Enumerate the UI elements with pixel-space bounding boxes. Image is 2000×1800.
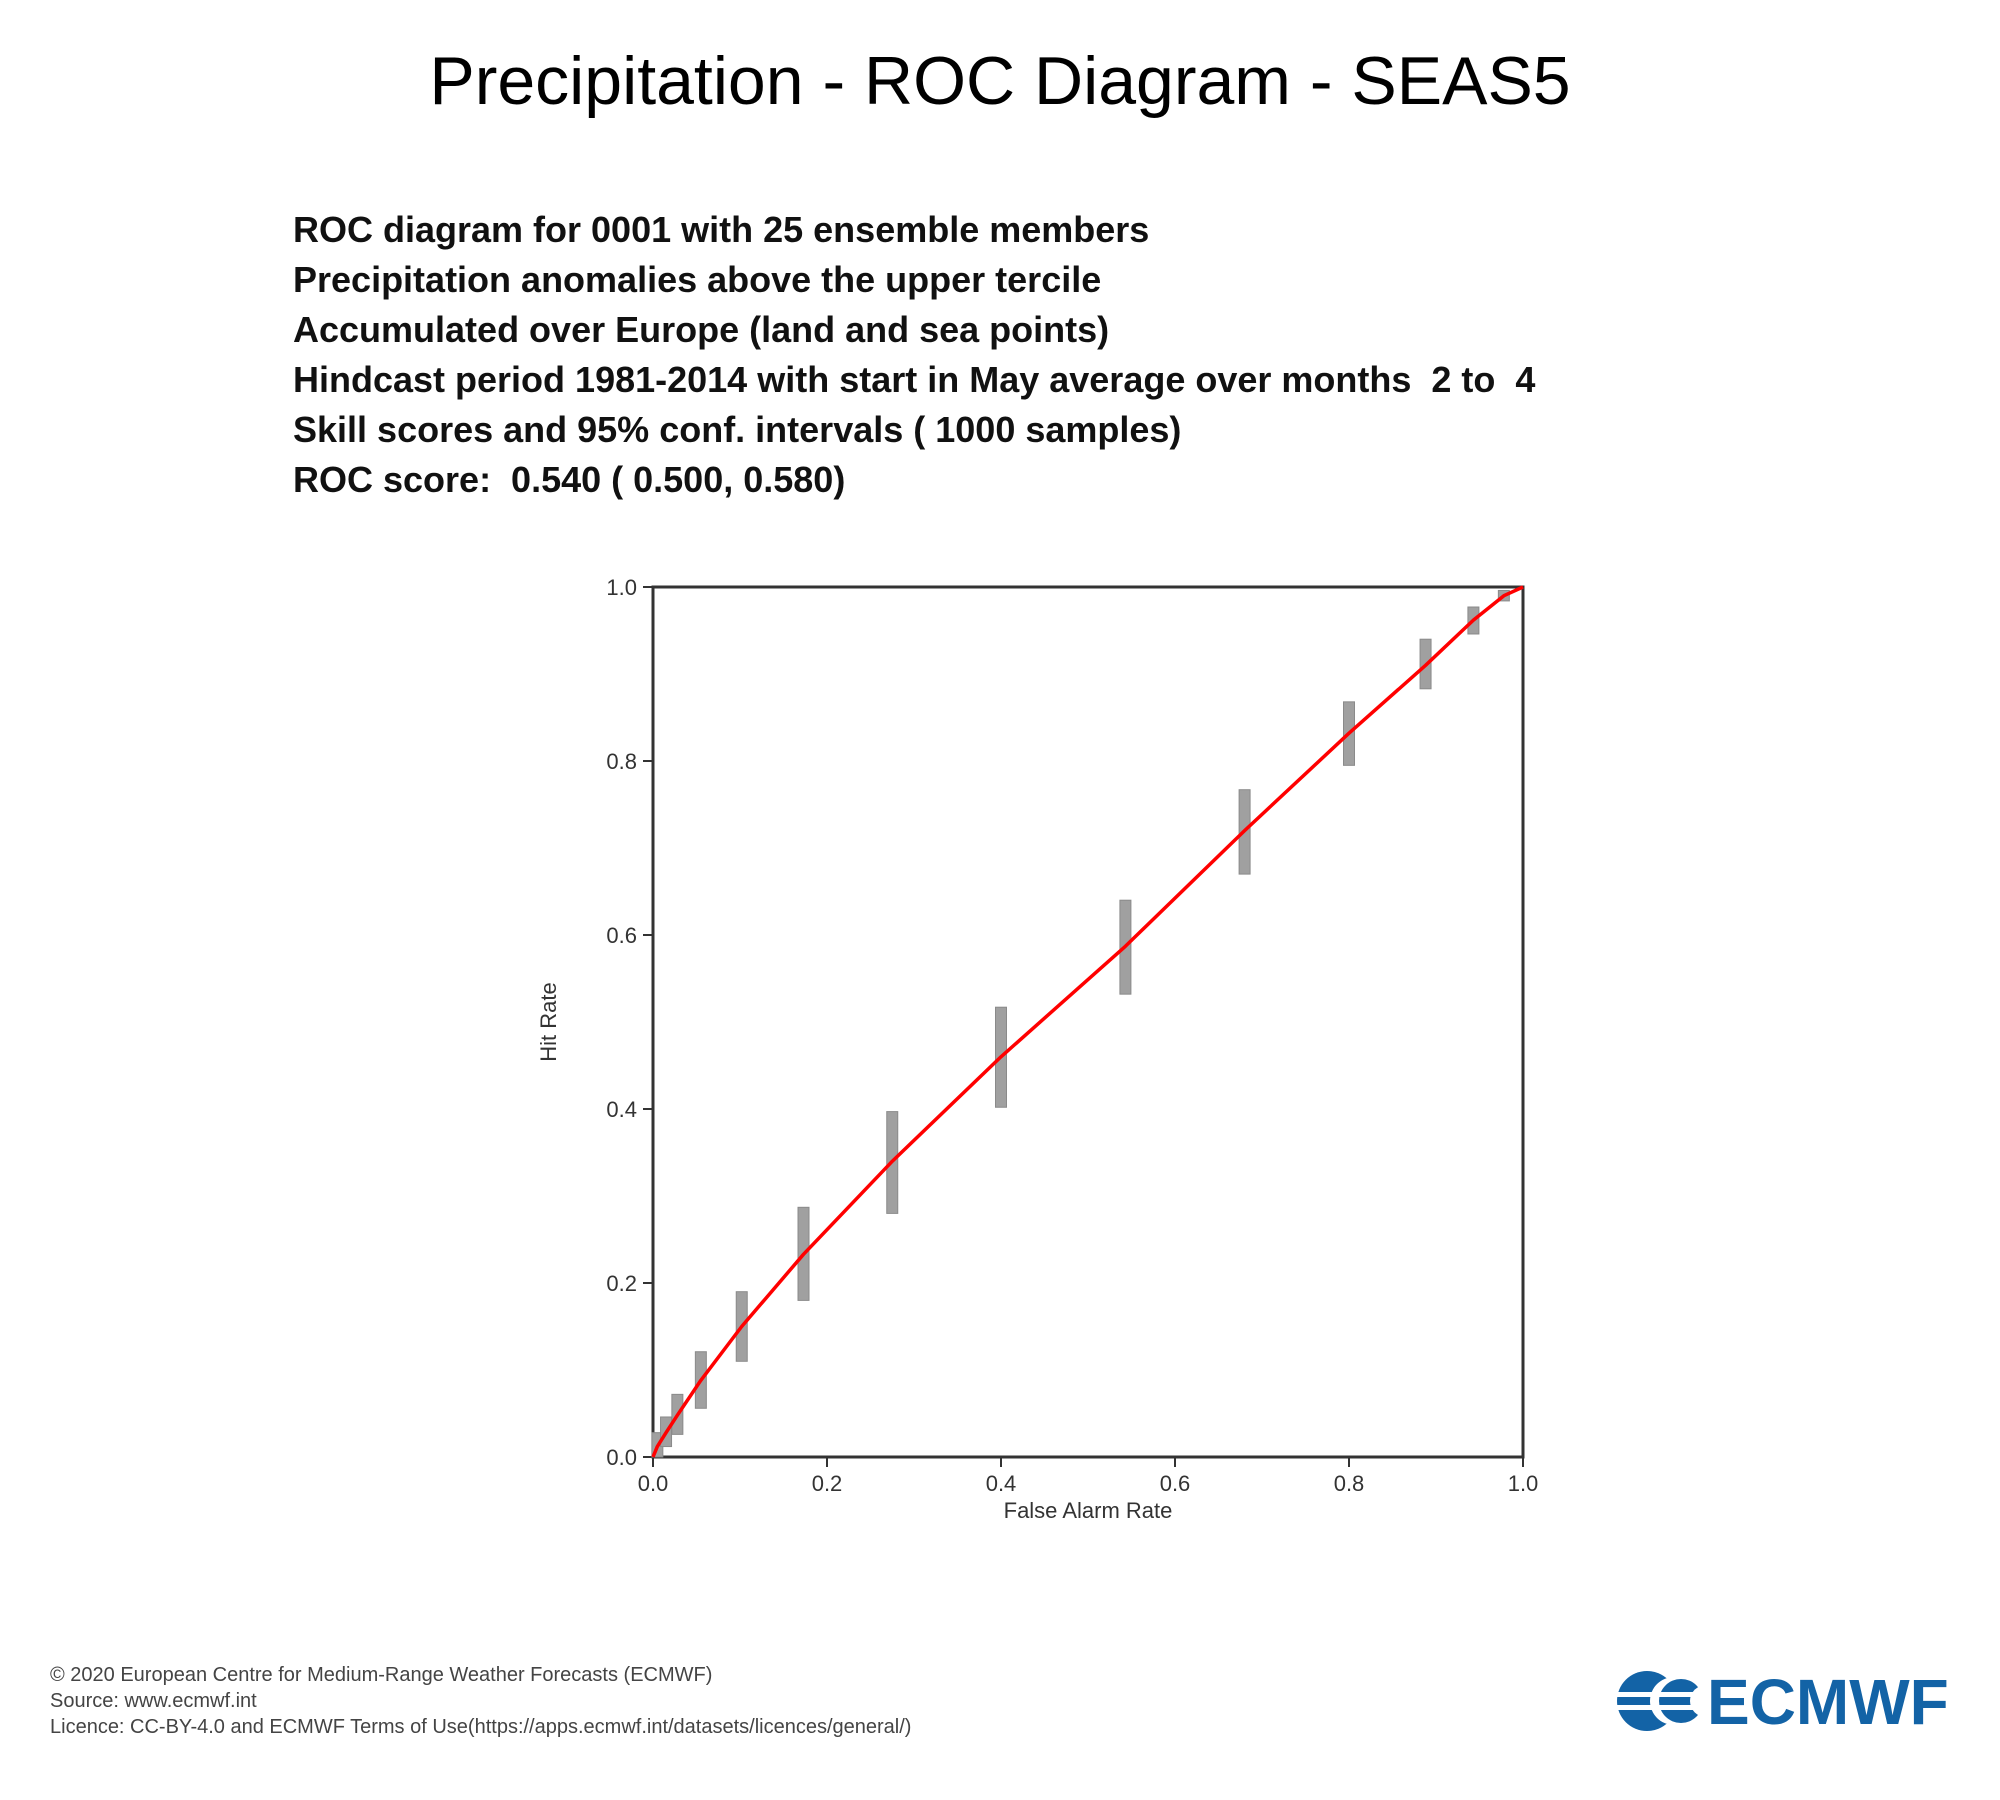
footer: © 2020 European Centre for Medium-Range … <box>50 1662 911 1740</box>
y-axis-ticks: 0.0 0.2 0.4 0.6 0.8 1.0 <box>606 575 653 1470</box>
x-axis-label: False Alarm Rate <box>1004 1498 1173 1523</box>
info-block: ROC diagram for 0001 with 25 ensemble me… <box>293 205 1535 505</box>
x-tick-label: 0.6 <box>1160 1471 1191 1496</box>
x-tick-label: 1.0 <box>1508 1471 1539 1496</box>
y-tick-label: 0.8 <box>606 749 637 774</box>
ecmwf-emblem-icon <box>1614 1671 1722 1731</box>
ecmwf-logo: ECMWF <box>1614 1668 1949 1734</box>
y-tick-label: 0.6 <box>606 923 637 948</box>
x-axis-ticks: 0.0 0.2 0.4 0.6 0.8 1.0 <box>638 1457 1539 1496</box>
y-tick-label: 0.4 <box>606 1097 637 1122</box>
y-tick-label: 0.2 <box>606 1271 637 1296</box>
x-tick-label: 0.2 <box>812 1471 843 1496</box>
roc-chart: 0.0 0.2 0.4 0.6 0.8 1.0 0.0 0.2 0.4 0.6 0.8 1.0 Fa… <box>536 575 1539 1523</box>
info-line-anomalies: Precipitation anomalies above the upper … <box>293 259 1102 300</box>
info-line-roc-score: ROC score: 0.540 ( 0.500, 0.580) <box>293 459 846 500</box>
info-line-skill: Skill scores and 95% conf. intervals ( 1… <box>293 409 1182 450</box>
x-tick-label: 0.0 <box>638 1471 669 1496</box>
logo-text: ECMWF <box>1707 1668 1949 1734</box>
x-tick-label: 0.4 <box>986 1471 1017 1496</box>
footer-source: Source: www.ecmwf.int <box>50 1690 257 1712</box>
roc-curve <box>651 585 1524 1458</box>
page-title: Precipitation - ROC Diagram - SEAS5 <box>429 43 1571 119</box>
info-line-hindcast: Hindcast period 1981-2014 with start in … <box>293 359 1536 400</box>
y-axis-label: Hit Rate <box>536 982 561 1061</box>
info-line-members: ROC diagram for 0001 with 25 ensemble me… <box>293 209 1150 250</box>
info-line-region: Accumulated over Europe (land and sea po… <box>293 309 1110 350</box>
y-tick-label: 1.0 <box>606 575 637 600</box>
footer-licence: Licence: CC-BY-4.0 and ECMWF Terms of Us… <box>50 1716 912 1738</box>
y-tick-label: 0.0 <box>606 1445 637 1470</box>
x-tick-label: 0.8 <box>1334 1471 1365 1496</box>
footer-copyright: © 2020 European Centre for Medium-Range … <box>50 1664 713 1686</box>
plot-frame <box>651 585 1525 1459</box>
error-bars <box>651 589 1510 1458</box>
